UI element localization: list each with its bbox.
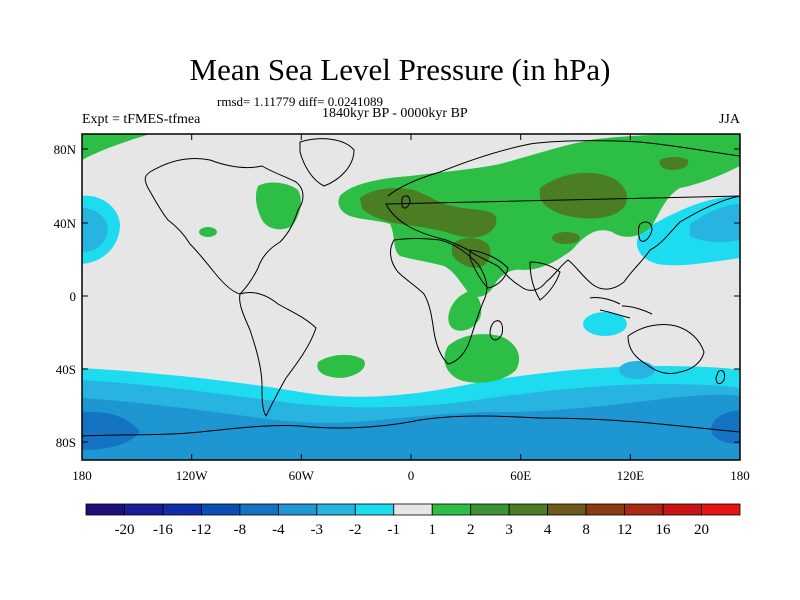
eurasia-high [338,134,740,297]
southern-ocean-deep-lobe-east [711,410,740,444]
colorbar-swatch [277,503,318,516]
x-tick-label: 60E [510,468,531,483]
colorbar-swatch [701,503,741,516]
coastline-greenland [299,138,355,187]
y-axis-labels: 80N 40N 0 40S 80S [54,142,77,450]
axis-ticks [81,134,741,460]
colorbar-swatch [239,503,279,516]
tibet-high-core [552,232,580,244]
coastline-arabia [469,249,509,289]
x-tick-label: 60W [289,468,315,483]
colorbar-label: 1 [428,522,436,538]
colorbar-label: 16 [656,522,672,538]
east-africa-high [448,290,482,331]
colorbar-label: -8 [234,522,247,538]
x-tick-label: 120E [617,468,645,483]
x-tick-label: 180 [730,468,750,483]
map-title: Mean Sea Level Pressure (in hPa) [189,52,611,87]
colorbar-label: -4 [272,522,285,538]
y-tick-label: 80S [56,435,76,450]
coastline-north-america [144,158,304,295]
colorbar: -20 -16 -12 -8 -4 -3 -2 -1 1 2 3 4 8 12 16 20 [85,503,741,538]
pressure-field [82,134,740,460]
colorbar-label: 12 [617,522,632,538]
colorbar-label: 20 [694,522,709,538]
colorbar-label: 3 [505,522,513,538]
y-tick-label: 40S [56,362,76,377]
north-atlantic-small-high [199,227,217,237]
colorbar-label: -1 [388,522,401,538]
colorbar-label: -16 [153,522,173,538]
coastline-antarctica [82,415,740,437]
colorbar-label: 8 [582,522,590,538]
x-tick-label: 120W [176,468,209,483]
colorbar-label: 2 [467,522,475,538]
season-label: JJA [718,112,740,127]
colorbar-swatch [124,503,164,516]
x-axis-labels: 180 120W 60W 0 60E 120E 180 [72,468,750,483]
colorbar-label: -3 [311,522,324,538]
coastline-indonesia [589,297,653,319]
colorbar-swatch [354,503,395,516]
y-tick-label: 80N [54,142,77,157]
colorbar-swatch [162,503,202,516]
southwest-pacific-low [619,361,655,379]
coastline-japan [638,221,653,242]
colorbar-swatch [85,503,125,516]
north-pacific-west-core [82,208,108,252]
europe-high-core [360,188,497,238]
stats-line: rmsd= 1.11779 diff= 0.0241089 [217,94,383,109]
colorbar-swatch [393,503,433,516]
coastline-eurasia [385,140,740,291]
north-america-high [255,182,301,230]
coastline-africa [390,238,488,365]
y-tick-label: 0 [70,289,77,304]
north-pacific-east-core [690,204,740,243]
colorbar-swatch [547,503,587,516]
coastline-australia [627,323,705,375]
experiment-label: Expt = tFMES-tfmea [82,112,201,127]
colorbar-label: -20 [114,522,134,538]
central-asia-high-core [540,172,627,219]
colorbar-swatch [508,503,549,516]
x-tick-label: 0 [408,468,415,483]
colorbar-label: -12 [191,522,211,538]
colorbar-swatch [624,503,664,516]
north-siberia-core [659,157,689,170]
coastline-south-america [239,291,317,417]
colorbar-swatch [470,503,510,516]
period-label: 1840kyr BP - 0000kyr BP [322,106,468,121]
colorbar-swatch [316,503,356,516]
south-africa-high [444,334,520,383]
southern-ocean-deep-lobe [82,411,140,450]
coastline-india [529,261,561,301]
colorbar-label: -2 [349,522,362,538]
colorbar-swatch [431,503,472,516]
southern-ocean-band-dark [82,394,740,460]
coastlines [82,138,740,437]
colorbar-label: 4 [544,522,552,538]
south-atlantic-high [317,354,365,378]
coastline-british-isles [401,195,411,209]
coastline-new-zealand [715,369,725,385]
y-tick-label: 40N [54,216,77,231]
colorbar-swatch [201,503,241,516]
middle-east-high-core [452,238,491,268]
indian-ocean-low [583,312,627,336]
colorbar-swatch [585,503,625,516]
coastline-madagascar [489,320,503,341]
arctic-high [82,134,150,160]
x-tick-label: 180 [72,468,92,483]
colorbar-swatch [662,503,702,516]
